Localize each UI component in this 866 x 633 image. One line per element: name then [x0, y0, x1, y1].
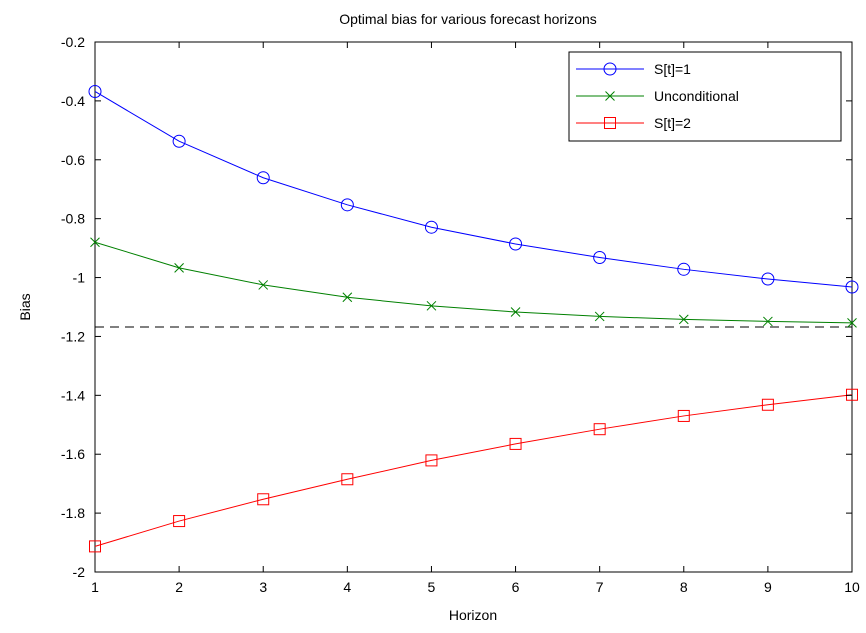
data-point-2 [847, 318, 857, 328]
y-tick-label: -1.8 [61, 505, 85, 521]
data-point-3 [761, 398, 774, 411]
legend-label: Unconditional [654, 88, 739, 104]
data-point-3 [593, 423, 606, 436]
legend: S[t]=1 Unconditional S[t]=2 [568, 51, 842, 142]
data-point-3 [341, 473, 354, 486]
x-tick-label: 1 [91, 579, 99, 595]
x-tick-label: 2 [175, 579, 183, 595]
data-point-1 [256, 171, 270, 185]
data-point-1 [172, 134, 186, 148]
x-axis-label: Horizon [449, 607, 497, 623]
legend-marker [605, 91, 615, 101]
data-point-1 [509, 237, 523, 251]
series-line-1 [94, 91, 853, 288]
axes: 1 2 3 4 5 6 7 8 9 10 -2 -1.8 -1.6 -1.4 -1.2 -1 -0.8 -0.6 -… [61, 34, 860, 595]
x-tick-label: 7 [596, 579, 604, 595]
data-point-3 [509, 437, 522, 450]
x-tick-label: 5 [428, 579, 436, 595]
data-point-2 [174, 262, 184, 273]
x-tick-label: 4 [343, 579, 351, 595]
data-point-3 [173, 515, 186, 528]
chart-title: Optimal bias for various forecast horizo… [339, 11, 597, 27]
data-point-2 [763, 316, 773, 327]
x-tick-label: 9 [764, 579, 772, 595]
data-point-3 [846, 388, 858, 401]
data-point-2 [258, 280, 269, 290]
legend-marker [604, 117, 616, 129]
data-point-1 [761, 272, 775, 286]
legend-label: S[t]=2 [654, 115, 691, 131]
y-tick-label: -0.2 [61, 34, 85, 50]
data-point-3 [425, 454, 438, 467]
data-point-1 [424, 220, 438, 234]
data-point-3 [677, 409, 690, 422]
data-point-2 [510, 307, 521, 317]
y-tick-label: -2 [73, 564, 86, 580]
data-point-2 [594, 311, 605, 322]
data-point-1 [845, 280, 859, 294]
data-point-1 [593, 251, 607, 265]
data-point-1 [88, 84, 102, 98]
y-tick-label: -1.4 [61, 387, 85, 403]
data-point-2 [90, 237, 100, 248]
data-point-2 [426, 300, 437, 311]
data-point-1 [677, 262, 691, 276]
data-point-2 [678, 314, 689, 325]
y-tick-label: -0.6 [61, 152, 85, 168]
x-tick-label: 6 [512, 579, 520, 595]
y-tick-label: -0.4 [61, 93, 85, 109]
y-tick-label: -1.2 [61, 328, 85, 344]
data-point-3 [257, 493, 270, 506]
series-line-3 [94, 394, 853, 547]
x-tick-label: 10 [844, 579, 860, 595]
y-axis-label: Bias [17, 293, 33, 320]
data-point-1 [340, 198, 354, 212]
series-group [88, 84, 859, 553]
x-tick-label: 3 [259, 579, 267, 595]
y-tick-label: -1 [73, 270, 86, 286]
y-tick-label: -1.6 [61, 446, 85, 462]
legend-marker [603, 62, 617, 76]
data-point-2 [342, 292, 353, 303]
data-point-3 [89, 540, 101, 553]
legend-label: S[t]=1 [654, 61, 691, 77]
x-tick-label: 8 [680, 579, 688, 595]
series-line-2 [94, 241, 853, 324]
y-tick-label: -0.8 [61, 211, 85, 227]
